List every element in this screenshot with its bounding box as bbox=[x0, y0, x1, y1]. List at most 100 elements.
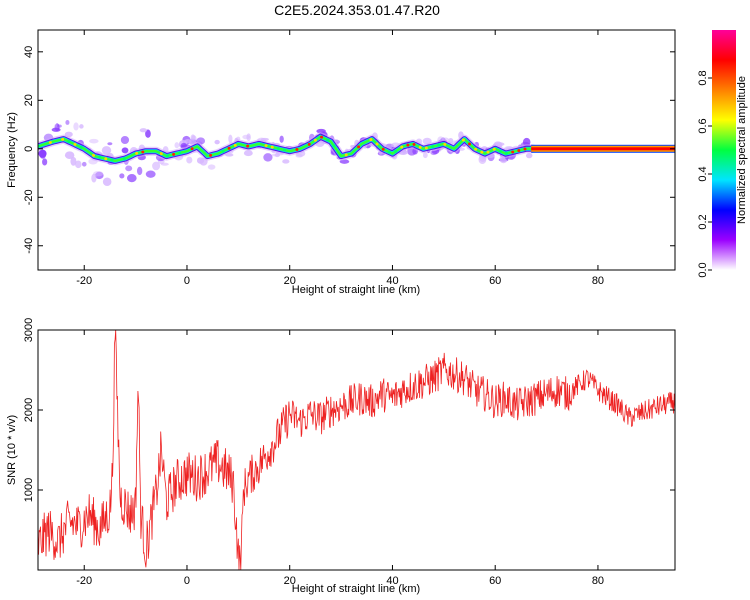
x-tick-label: 60 bbox=[489, 575, 501, 587]
chart-title: C2E5.2024.353.01.47.R20 bbox=[274, 2, 440, 18]
y-tick-label: 3000 bbox=[23, 318, 35, 342]
y-tick-label: 0 bbox=[23, 146, 35, 152]
heat-cell bbox=[56, 124, 62, 128]
heat-cell bbox=[91, 173, 97, 183]
x-tick-label: 40 bbox=[386, 575, 398, 587]
heat-peak bbox=[406, 143, 410, 147]
y-tick-label: 1000 bbox=[23, 478, 35, 502]
heat-peak bbox=[523, 147, 527, 151]
heat-cell bbox=[102, 177, 112, 187]
heat-cell bbox=[101, 146, 112, 155]
spectrogram-frame bbox=[37, 29, 676, 271]
heat-peak bbox=[461, 138, 465, 142]
heat-peak bbox=[233, 143, 237, 147]
colorbar-gradient bbox=[712, 30, 736, 270]
heat-peak bbox=[505, 151, 509, 155]
heat-peak bbox=[332, 144, 336, 148]
heat-peak bbox=[61, 137, 65, 141]
heat-peak bbox=[381, 147, 385, 151]
heat-cell bbox=[107, 142, 113, 146]
heat-cell bbox=[51, 127, 61, 132]
heat-peak bbox=[295, 148, 299, 152]
heat-cell bbox=[139, 128, 148, 133]
y-tick-label: -40 bbox=[23, 238, 35, 254]
heat-cell bbox=[125, 165, 133, 172]
heat-cell bbox=[64, 151, 75, 160]
heat-peak bbox=[418, 145, 422, 149]
heat-cell bbox=[73, 122, 79, 131]
heat-peak bbox=[104, 157, 108, 161]
heat-peak bbox=[412, 142, 416, 146]
heat-peak bbox=[246, 144, 250, 148]
heat-cell bbox=[316, 128, 326, 134]
heat-cell bbox=[190, 134, 196, 141]
snr-marks bbox=[38, 330, 675, 570]
spectrogram-panel: -20 0 20 40 60 80 -40 -20 0 20 40 Height of strai… bbox=[6, 29, 676, 296]
heat-cell bbox=[70, 156, 77, 166]
heat-cell bbox=[145, 129, 151, 138]
heat-peak bbox=[141, 150, 145, 154]
heat-peak bbox=[91, 153, 95, 157]
heat-peak bbox=[307, 142, 311, 146]
heat-peak bbox=[190, 147, 194, 151]
heat-cell bbox=[207, 164, 216, 170]
x-tick-label: 80 bbox=[592, 575, 604, 587]
heat-peak bbox=[178, 151, 182, 155]
heat-peak bbox=[400, 145, 404, 149]
heat-cell bbox=[152, 161, 161, 171]
y-tick-label: 20 bbox=[23, 94, 35, 106]
heat-peak bbox=[443, 142, 447, 146]
snr-x-label: Height of straight line (km) bbox=[292, 583, 420, 595]
heat-cell bbox=[75, 160, 82, 169]
colorbar-label: Normalized spectral amplitude bbox=[736, 76, 748, 224]
heat-peak bbox=[344, 153, 348, 157]
heat-peak bbox=[437, 143, 441, 147]
heat-cell bbox=[246, 133, 251, 142]
heat-peak bbox=[492, 147, 496, 151]
snr-y-label: SNR (10 * v/v) bbox=[6, 415, 18, 485]
x-tick-label: -20 bbox=[76, 275, 92, 287]
heat-cell bbox=[430, 150, 438, 156]
heat-peak bbox=[227, 146, 231, 150]
heat-peak bbox=[474, 147, 478, 151]
heat-peak bbox=[394, 149, 398, 153]
heat-cell bbox=[525, 152, 533, 159]
x-tick-label: -20 bbox=[76, 575, 92, 587]
heat-peak bbox=[122, 157, 126, 161]
heat-cell bbox=[121, 147, 129, 154]
heat-peak bbox=[369, 138, 373, 142]
heat-peak bbox=[313, 138, 317, 142]
band-core bbox=[531, 147, 675, 151]
heat-peak bbox=[326, 138, 330, 142]
heat-cell bbox=[243, 150, 253, 157]
heat-peak bbox=[357, 145, 361, 149]
snr-y-axis: 1000 2000 3000 bbox=[23, 318, 675, 502]
heat-peak bbox=[276, 147, 280, 151]
heat-peak bbox=[320, 135, 324, 139]
heat-cell bbox=[119, 173, 125, 179]
heat-peak bbox=[209, 153, 213, 157]
heat-peak bbox=[468, 142, 472, 146]
spectrogram-y-axis: -40 -20 0 20 40 bbox=[23, 46, 675, 254]
heat-cell bbox=[422, 152, 428, 159]
heat-peak bbox=[480, 150, 484, 154]
spectrogram-y-label: Frequency (Hz) bbox=[6, 112, 18, 188]
heat-cell bbox=[127, 174, 137, 183]
heat-cell bbox=[39, 149, 47, 159]
colorbar-tick-label: 0.4 bbox=[697, 166, 709, 181]
spectrogram-marks bbox=[38, 120, 675, 187]
heat-peak bbox=[486, 150, 490, 154]
heat-cell bbox=[186, 156, 193, 164]
heat-peak bbox=[387, 150, 391, 154]
heat-cell bbox=[228, 134, 233, 144]
heat-cell bbox=[89, 138, 99, 144]
heat-peak bbox=[172, 152, 176, 156]
heat-cell bbox=[282, 159, 290, 164]
heat-peak bbox=[498, 149, 502, 153]
heat-peak bbox=[264, 144, 268, 148]
colorbar-tick-label: 0.8 bbox=[697, 70, 709, 85]
heat-peak bbox=[135, 151, 139, 155]
heat-peak bbox=[48, 140, 52, 144]
heat-cell bbox=[279, 135, 284, 143]
heat-cell bbox=[174, 142, 180, 149]
